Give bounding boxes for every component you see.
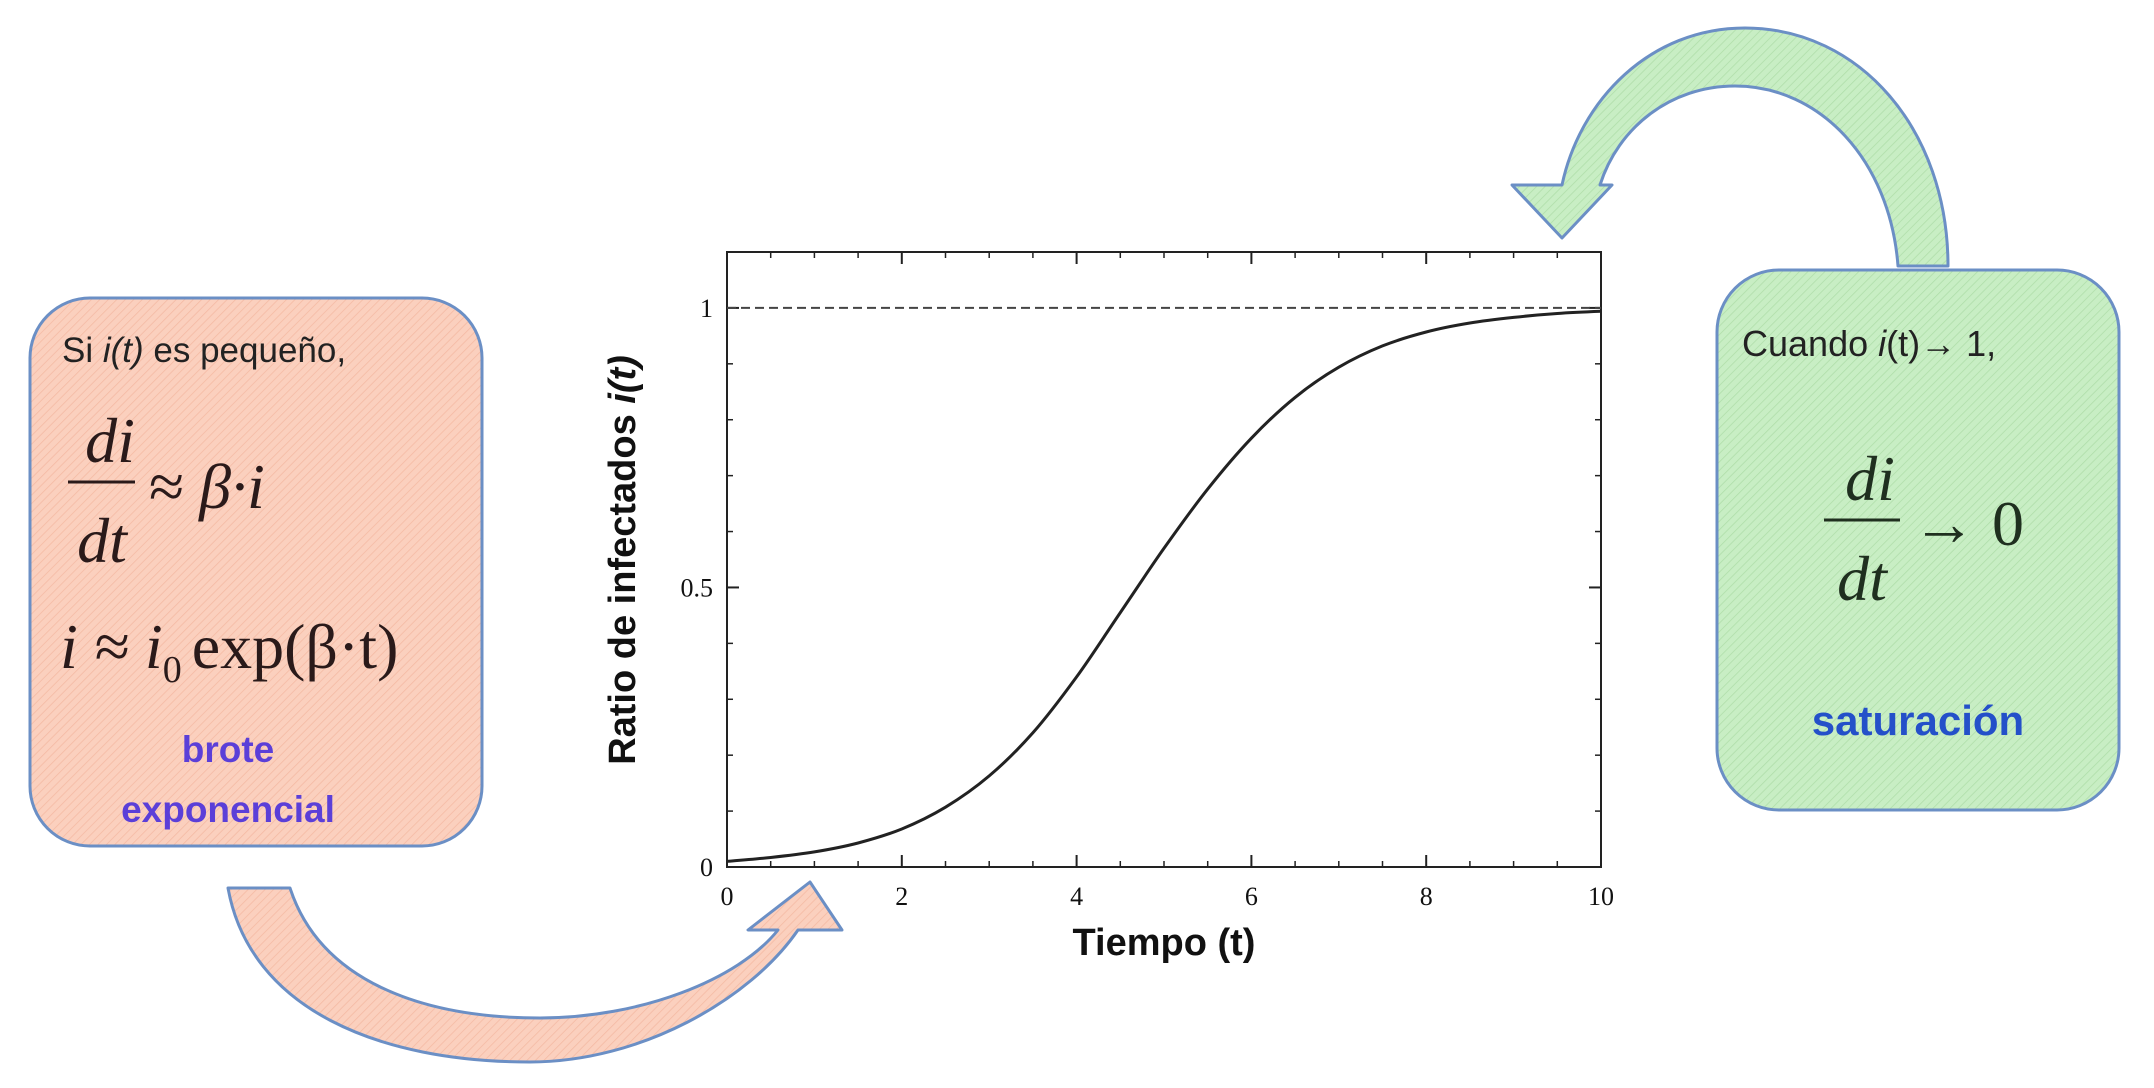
right-label: saturación (1812, 697, 2024, 744)
plot-frame (726, 251, 1602, 868)
series-layer (726, 306, 1602, 863)
y-tick-label: 0.5 (681, 573, 714, 602)
top-arrow-shape (1510, 26, 1950, 268)
logistic-chart: 0 2 4 6 8 10 0 0.5 1 Tiempo (t) Ratio de infecta… (602, 251, 1615, 964)
x-tick-label: 10 (1588, 882, 1614, 911)
tick-labels: 0 2 4 6 8 10 0 0.5 1 (681, 294, 1615, 911)
bottom-arrow-shape (226, 880, 844, 1064)
logistic-curve (726, 309, 1602, 863)
left-eq1-numerator: di (85, 405, 135, 476)
x-tick-label: 2 (895, 882, 908, 911)
x-tick-label: 8 (1420, 882, 1433, 911)
bottom-curved-arrow (226, 880, 844, 1064)
left-eq1-rhs: ≈ β·i (148, 451, 265, 522)
left-eq2: i ≈ i0 exp(β·t) (60, 611, 398, 691)
left-label-line1: brote (182, 729, 275, 770)
tick-marks (726, 251, 1602, 868)
top-curved-arrow (1510, 26, 1950, 268)
x-tick-label: 4 (1070, 882, 1083, 911)
right-eq-denominator: dt (1837, 543, 1889, 614)
right-eq-rhs: → 0 (1912, 488, 2024, 559)
left-box-intro: Si i(t) es pequeño, (62, 331, 346, 370)
y-tick-label: 0 (700, 853, 713, 882)
x-tick-label: 6 (1245, 882, 1258, 911)
x-tick-label: 0 (721, 882, 734, 911)
left-box-background (28, 296, 484, 848)
y-tick-label: 1 (700, 294, 713, 323)
x-axis-label: Tiempo (t) (1073, 922, 1256, 964)
right-box-background (1715, 268, 2121, 812)
left-label-line2: exponencial (121, 789, 335, 830)
y-axis-label: Ratio de infectados i(t) (602, 355, 644, 765)
right-box: Cuando i(t)→ 1, di dt → 0 saturación (1715, 268, 2121, 812)
right-eq-numerator: di (1845, 443, 1895, 514)
left-eq1-denominator: dt (77, 505, 129, 576)
left-box: Si i(t) es pequeño, di dt ≈ β·i i ≈ i0 ex… (28, 296, 484, 848)
right-box-intro: Cuando i(t)→ 1, (1742, 323, 1996, 364)
